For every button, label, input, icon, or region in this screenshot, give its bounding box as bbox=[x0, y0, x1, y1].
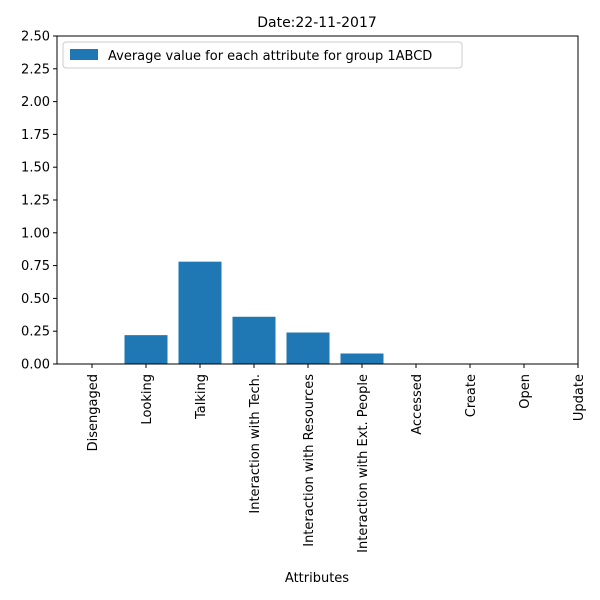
y-tick-label: 0.25 bbox=[21, 325, 50, 340]
y-tick-label: 1.50 bbox=[21, 161, 50, 176]
y-axis: 0.00 0.25 0.50 0.75 1.00 1.25 1.50 1.75 2.00 2.25… bbox=[21, 30, 57, 373]
y-tick-label: 0.50 bbox=[21, 292, 50, 307]
x-tick-label: Create bbox=[464, 374, 479, 417]
x-tick-label: Interaction with Ext. People bbox=[356, 374, 371, 553]
bar-talking bbox=[178, 261, 222, 364]
y-tick-label: 0.75 bbox=[21, 259, 50, 274]
bars-group bbox=[124, 261, 384, 364]
x-tick-label: Interaction with Tech. bbox=[248, 374, 263, 514]
x-tick-label: Looking bbox=[140, 374, 155, 425]
x-tick-label: Update bbox=[572, 374, 587, 421]
x-tick-label: Talking bbox=[194, 374, 209, 420]
x-axis-label: Attributes bbox=[285, 571, 349, 586]
y-tick-label: 2.00 bbox=[21, 95, 50, 110]
x-tick-label: Open bbox=[518, 374, 533, 409]
plot-frame bbox=[56, 35, 579, 365]
y-tick-label: 1.25 bbox=[21, 194, 50, 209]
legend-label: Average value for each attribute for gro… bbox=[108, 49, 432, 64]
bar-looking bbox=[124, 335, 168, 364]
legend-box bbox=[62, 41, 463, 69]
x-tick-label: Disengaged bbox=[86, 374, 101, 451]
x-axis: Disengaged Looking Talking Interaction with… bbox=[86, 364, 587, 553]
bar-interaction-with-ext-people bbox=[340, 353, 384, 364]
x-tick-label: Interaction with Resources bbox=[302, 374, 317, 547]
y-tick-label: 1.75 bbox=[21, 128, 50, 143]
y-tick-label: 0.00 bbox=[21, 358, 50, 373]
chart-title: Date:22-11-2017 bbox=[257, 15, 377, 31]
bar-interaction-with-resources bbox=[286, 332, 330, 364]
bar-interaction-with-tech bbox=[232, 316, 276, 364]
x-tick-label: Accessed bbox=[410, 374, 425, 435]
y-tick-label: 2.25 bbox=[21, 62, 50, 77]
y-tick-label: 1.00 bbox=[21, 226, 50, 241]
legend: Average value for each attribute for gro… bbox=[62, 41, 463, 69]
y-tick-label: 2.50 bbox=[21, 30, 50, 45]
legend-swatch bbox=[70, 49, 98, 60]
